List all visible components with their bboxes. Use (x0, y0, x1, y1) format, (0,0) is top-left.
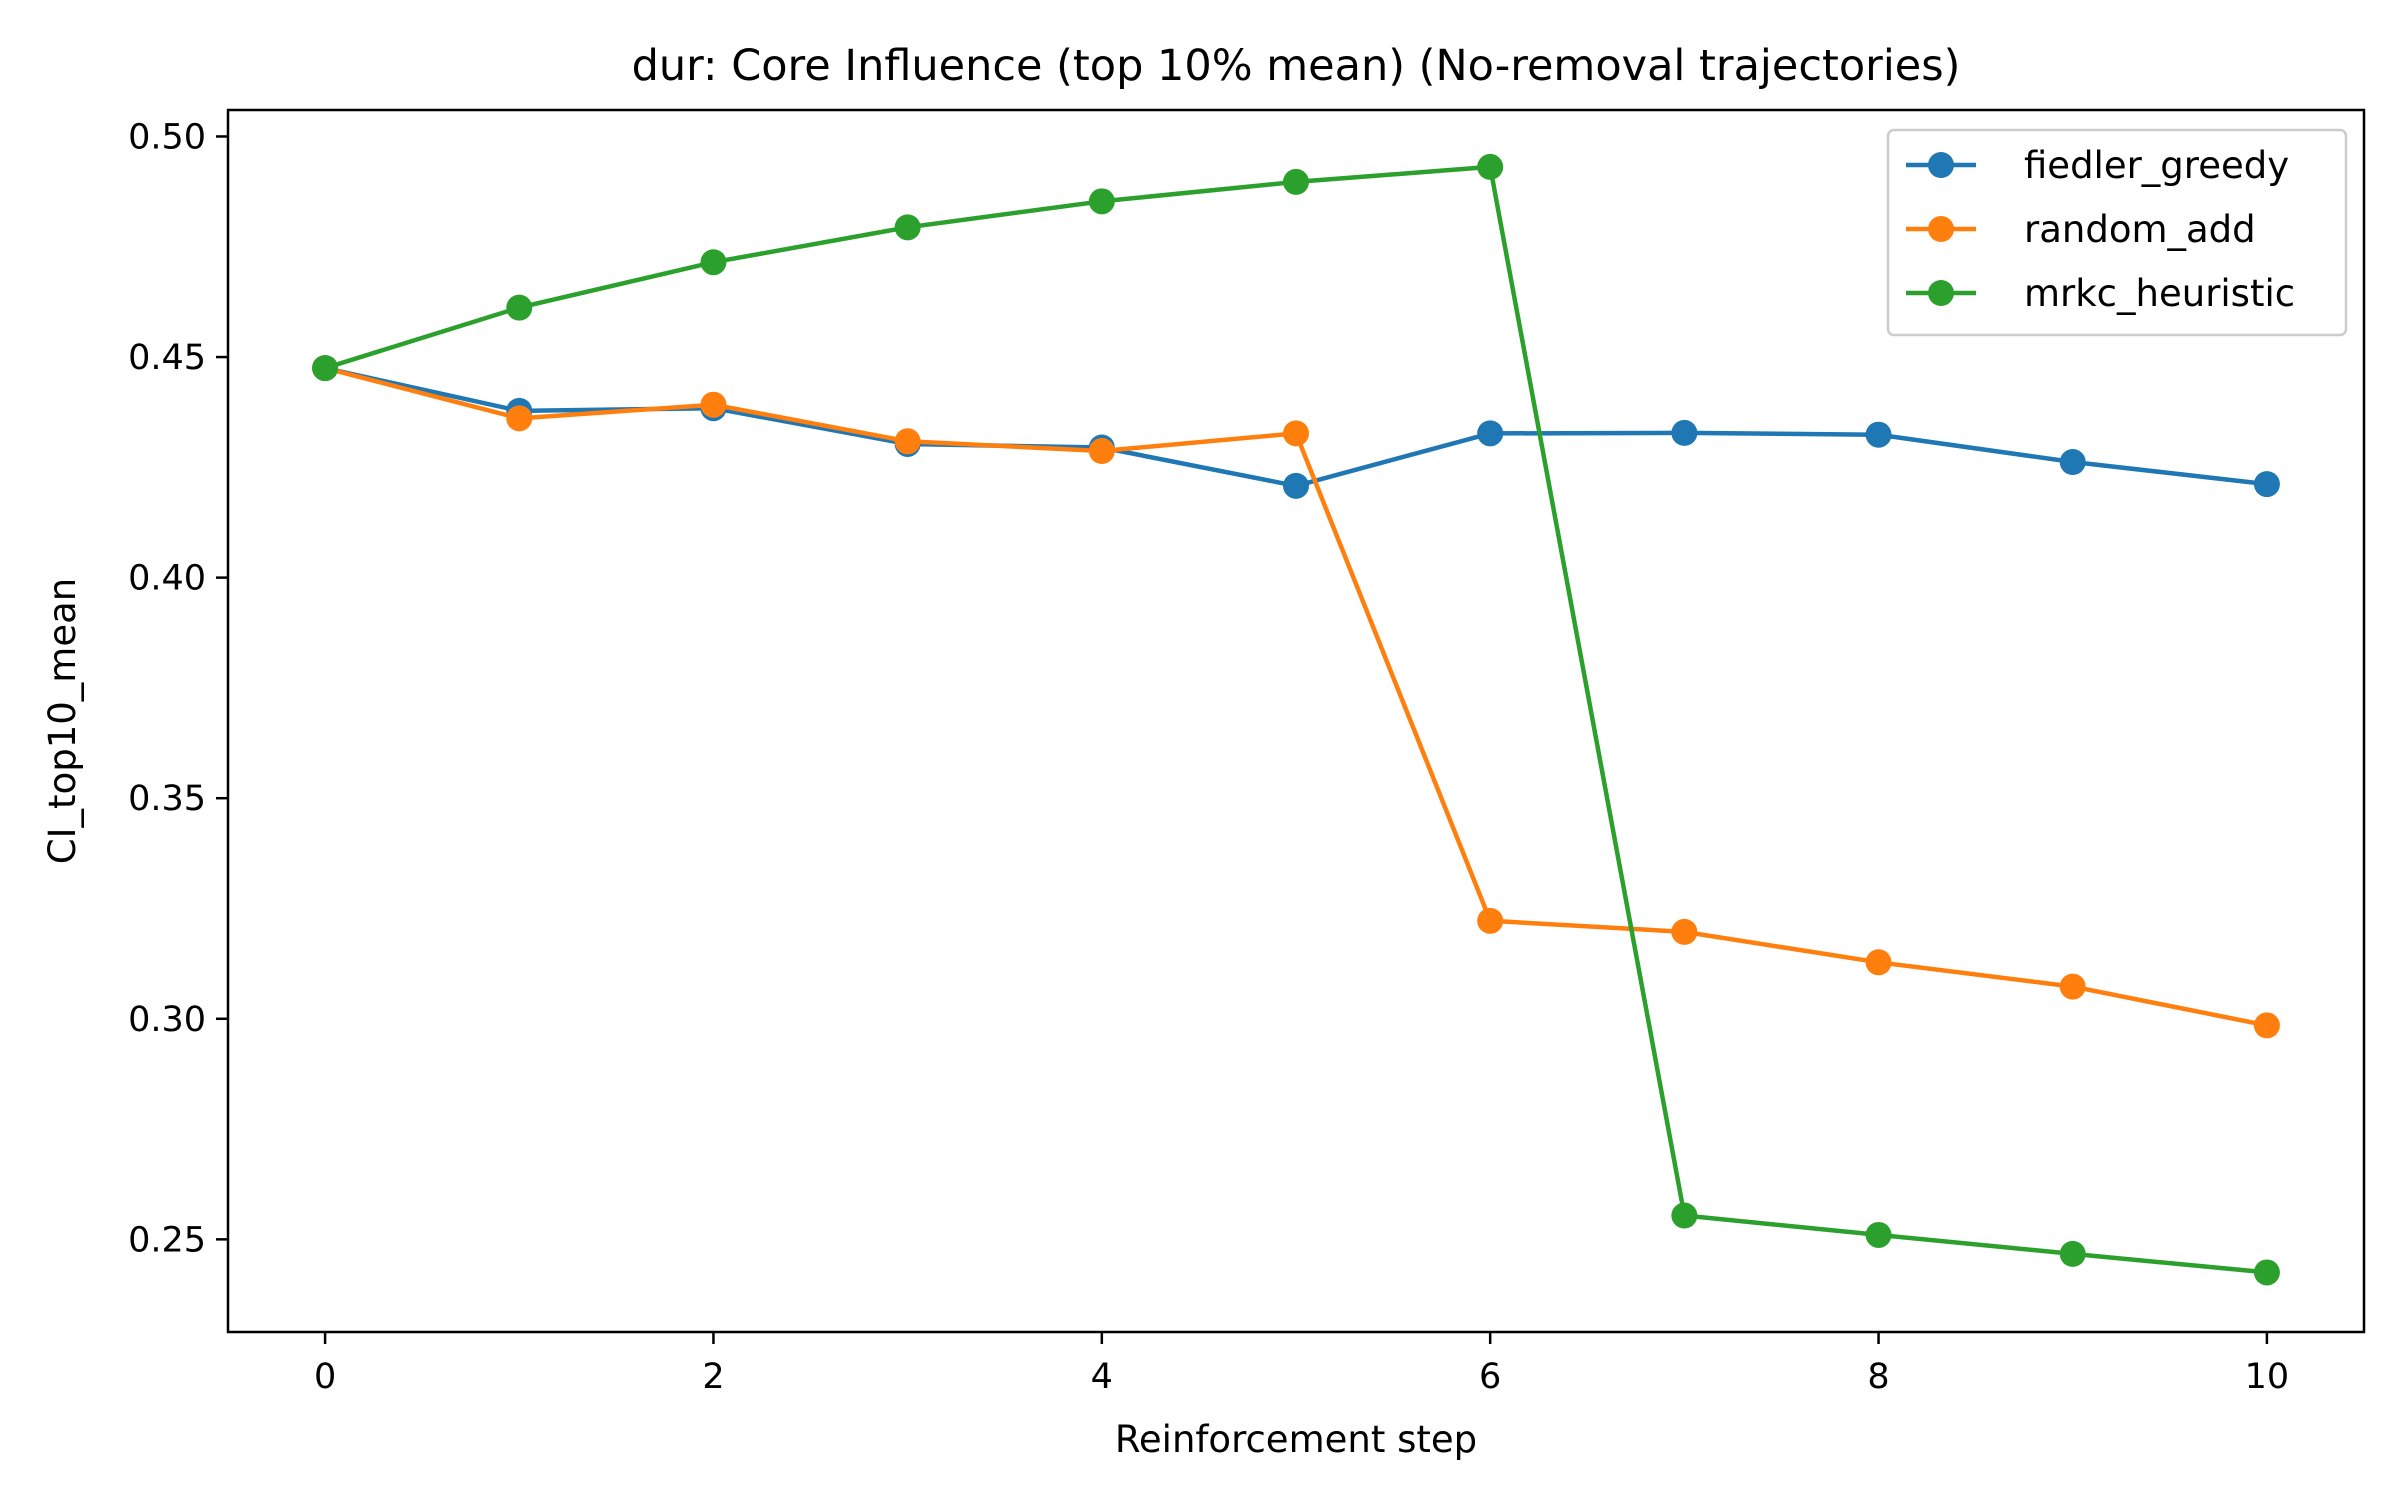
y-tick-label: 0.25 (128, 1220, 206, 1260)
series-line-random_add (324, 365, 2268, 1028)
x-tick-label: 2 (702, 1357, 724, 1397)
legend-item-mrkc_heuristic: mrkc_heuristic (1906, 272, 2295, 315)
data-point-mrkc_heuristic-5 (1283, 168, 1309, 195)
legend-marker (1928, 152, 1954, 178)
plot-area: 0 2 4 6 8 10 0.25 0.30 0.35 0.40 0.45 0.50 (128, 108, 2366, 1397)
y-tick-label: 0.45 (128, 338, 206, 378)
data-point-fiedler_greedy-6 (1477, 420, 1504, 447)
legend-marker (1928, 280, 1954, 306)
data-point-fiedler_greedy-10 (2253, 471, 2280, 498)
data-point-fiedler_greedy-7 (1671, 419, 1698, 446)
data-point-random_add-2 (700, 391, 727, 418)
data-point-random_add-6 (1477, 907, 1504, 934)
y-axis-label: CI_top10_mean (41, 578, 84, 864)
y-tick-label: 0.30 (128, 1000, 206, 1040)
chart-title: dur: Core Influence (top 10% mean) (No-r… (632, 41, 1961, 91)
data-point-mrkc_heuristic-7 (1671, 1202, 1698, 1229)
x-tick-label: 4 (1091, 1357, 1113, 1397)
data-point-random_add-10 (2253, 1012, 2280, 1039)
data-point-fiedler_greedy-5 (1283, 472, 1309, 499)
data-point-random_add-9 (2059, 973, 2086, 1000)
data-point-random_add-5 (1283, 420, 1309, 447)
y-tick-label: 0.40 (128, 559, 206, 599)
data-point-mrkc_heuristic-2 (700, 249, 727, 276)
data-point-fiedler_greedy-8 (1865, 421, 1892, 448)
legend-item-fiedler_greedy: fiedler_greedy (1906, 144, 2289, 187)
series-random_add (312, 355, 2280, 1039)
data-point-random_add-4 (1088, 438, 1115, 465)
data-point-random_add-3 (894, 428, 921, 455)
legend-item-random_add: random_add (1906, 208, 2256, 251)
data-point-mrkc_heuristic-4 (1088, 188, 1115, 215)
data-point-mrkc_heuristic-6 (1477, 153, 1504, 180)
legend-marker (1928, 216, 1954, 242)
data-point-fiedler_greedy-9 (2059, 449, 2086, 476)
data-point-mrkc_heuristic-1 (506, 294, 533, 321)
data-point-random_add-7 (1671, 918, 1698, 945)
x-axis-label: Reinforcement step (1115, 1418, 1477, 1461)
data-point-mrkc_heuristic-3 (894, 214, 921, 241)
series-mrkc_heuristic (312, 153, 2280, 1286)
x-tick-label: 0 (314, 1357, 336, 1397)
y-tick-label: 0.35 (128, 779, 206, 819)
x-tick-label: 6 (1479, 1357, 1501, 1397)
data-point-mrkc_heuristic-8 (1865, 1221, 1892, 1248)
legend: fiedler_greedy random_add mrkc_heuristic (1886, 128, 2348, 337)
x-tick-label: 10 (2245, 1357, 2290, 1397)
data-point-random_add-1 (506, 405, 533, 432)
legend-box (1886, 128, 2348, 337)
y-tick-label: 0.50 (128, 117, 206, 157)
legend-label: random_add (2024, 208, 2256, 251)
data-point-mrkc_heuristic-9 (2059, 1240, 2086, 1267)
legend-label: fiedler_greedy (2024, 144, 2289, 187)
data-point-mrkc_heuristic-0 (312, 355, 339, 382)
data-point-mrkc_heuristic-10 (2253, 1259, 2280, 1286)
axes-frame (226, 108, 2366, 1334)
legend-label: mrkc_heuristic (2024, 272, 2295, 315)
data-point-random_add-8 (1865, 949, 1892, 976)
x-tick-label: 8 (1867, 1357, 1889, 1397)
